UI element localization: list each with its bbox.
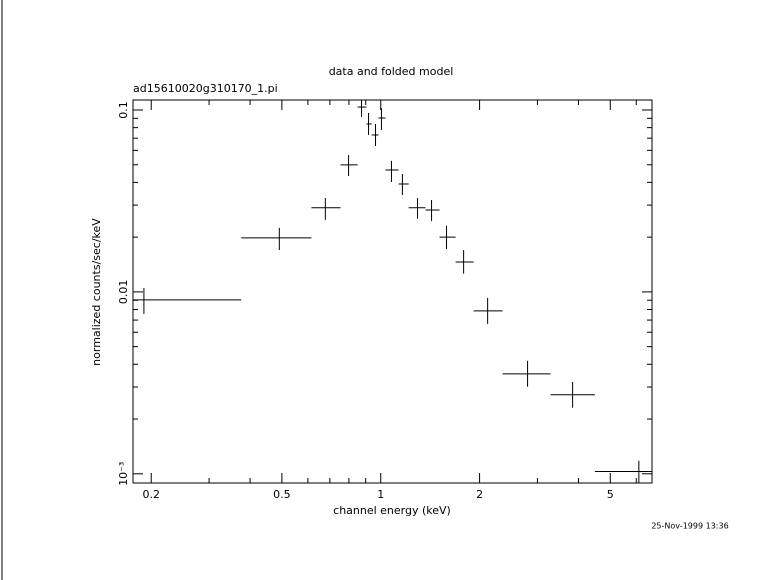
y-axis-label: normalized counts/sec/keV bbox=[90, 218, 103, 366]
y-tick-label: 0.1 bbox=[117, 101, 130, 119]
chart-subtitle: ad15610020g310170_1.pi bbox=[133, 82, 278, 95]
y-tick-label: 10⁻³ bbox=[117, 462, 130, 486]
x-tick-label: 1 bbox=[377, 488, 384, 501]
chart-title: data and folded model bbox=[329, 65, 454, 78]
x-tick-label: 0.5 bbox=[273, 488, 291, 501]
timestamp: 25-Nov-1999 13:36 bbox=[651, 522, 728, 531]
x-tick-label: 0.2 bbox=[142, 488, 160, 501]
y-tick-label: 0.01 bbox=[117, 280, 130, 305]
x-tick-label: 5 bbox=[607, 488, 614, 501]
x-tick-label: 2 bbox=[476, 488, 483, 501]
x-axis-label: channel energy (keV) bbox=[333, 504, 451, 517]
